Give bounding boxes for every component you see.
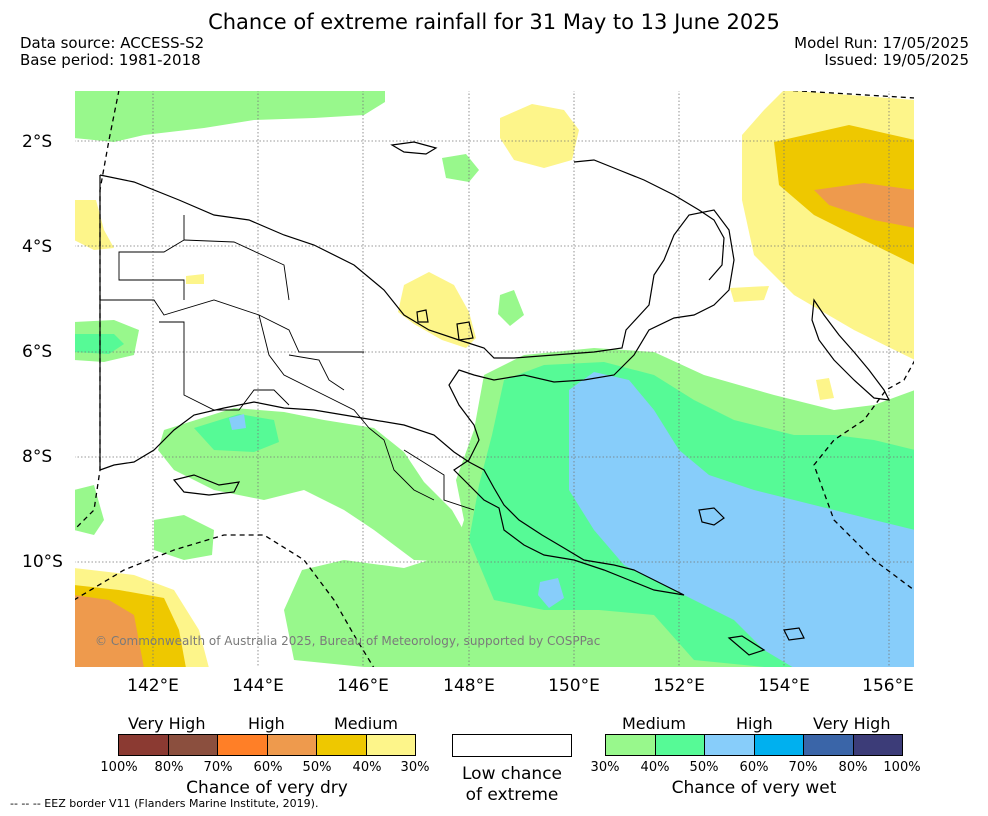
dry-region-east-dot: [816, 378, 834, 400]
dry-swatch-6: [366, 734, 416, 756]
wet-legend-title: Chance of very wet: [671, 778, 837, 798]
dry-swatch-2: [168, 734, 218, 756]
wet-tick-30: 30%: [590, 760, 620, 775]
wet-swatch-6: [853, 734, 903, 756]
eez-borders: [74, 90, 915, 668]
dry-swatch-3: [217, 734, 268, 756]
eez-footnote: -- -- -- EEZ border V11 (Flanders Marine…: [10, 797, 319, 810]
lon-label-148e: 148°E: [443, 676, 495, 696]
lon-label-154e: 154°E: [758, 676, 810, 696]
dry-region-north: [500, 104, 579, 168]
wet-region-south-east-high: [569, 372, 915, 668]
wet-tick-60: 60%: [739, 760, 769, 775]
dry-region-east-small: [730, 286, 769, 302]
dry-tick-100: 100%: [100, 760, 138, 775]
dry-tick-70: 70%: [203, 760, 233, 775]
wet-region-islands: [442, 154, 479, 182]
rainfall-map: [74, 90, 915, 668]
map-title: Chance of extreme rainfall for 31 May to…: [208, 10, 780, 34]
dry-region-west: [74, 200, 114, 250]
dry-swatch-4: [267, 734, 317, 756]
dry-region-south-west-high: [74, 595, 144, 668]
lon-label-156e: 156°E: [862, 676, 914, 696]
lat-label-6s: 6°S: [22, 342, 53, 362]
lat-label-8s: 8°S: [22, 447, 53, 467]
dry-region-central: [398, 272, 476, 348]
wet-swatch-4: [754, 734, 804, 756]
wet-region-central: [498, 290, 524, 326]
wet-region-gulf: [154, 515, 214, 560]
lon-label-146e: 146°E: [337, 676, 389, 696]
wet-region-west-inner: [74, 334, 124, 354]
base-period: Base period: 1981-2018: [20, 51, 201, 69]
dry-tick-80: 80%: [154, 760, 184, 775]
wet-tick-50: 50%: [689, 760, 719, 775]
wet-colorbar: [605, 734, 903, 757]
issued-date: Issued: 19/05/2025: [824, 51, 969, 69]
low-chance-label: Low chance of extreme: [432, 764, 592, 806]
dry-cat-high: High: [248, 714, 285, 733]
wet-cat-medium: Medium: [622, 714, 686, 733]
dry-cat-medium: Medium: [334, 714, 398, 733]
copyright-notice: © Commonwealth of Australia 2025, Bureau…: [95, 634, 601, 648]
lat-label-4s: 4°S: [22, 237, 53, 257]
dry-colorbar: [118, 734, 416, 757]
lat-label-10s: 10°S: [22, 552, 63, 572]
wet-cat-very-high: Very High: [813, 714, 891, 733]
dry-legend-title: Chance of very dry: [186, 778, 348, 798]
model-run: Model Run: 17/05/2025: [794, 34, 969, 52]
wet-tick-40: 40%: [640, 760, 670, 775]
wet-swatch-5: [803, 734, 854, 756]
wet-tick-100: 100%: [883, 760, 921, 775]
wet-cat-high: High: [736, 714, 773, 733]
dry-region-north-east-high: [814, 183, 915, 228]
low-chance-line-1: Low chance: [462, 764, 562, 784]
province-borders: [100, 215, 475, 511]
lon-label-150e: 150°E: [548, 676, 600, 696]
wet-swatch-2: [655, 734, 705, 756]
low-chance-swatch: [452, 734, 572, 757]
run-info: Model Run: 17/05/2025 Issued: 19/05/2025: [794, 35, 969, 69]
wet-tick-70: 70%: [788, 760, 818, 775]
dry-tick-50: 50%: [302, 760, 332, 775]
low-chance-line-2: of extreme: [465, 785, 559, 805]
source-info: Data source: ACCESS-S2 Base period: 1981…: [20, 35, 204, 69]
data-source: Data source: ACCESS-S2: [20, 34, 205, 52]
dry-tick-40: 40%: [352, 760, 382, 775]
dry-tick-30: 30%: [400, 760, 430, 775]
wet-region-png-south-dot: [229, 414, 246, 430]
lon-label-152e: 152°E: [653, 676, 705, 696]
dry-swatch-5: [316, 734, 367, 756]
wet-tick-80: 80%: [838, 760, 868, 775]
dry-region-small: [186, 274, 204, 284]
lon-label-142e: 142°E: [127, 676, 179, 696]
dry-swatch-1: [118, 734, 169, 756]
dry-cat-very-high: Very High: [128, 714, 206, 733]
lat-label-2s: 2°S: [22, 132, 53, 152]
wet-region-small-high: [538, 578, 564, 608]
lon-label-144e: 144°E: [232, 676, 284, 696]
wet-region-north-west: [74, 90, 385, 142]
graticule: [74, 90, 915, 668]
wet-swatch-3: [704, 734, 755, 756]
wet-swatch-1: [605, 734, 656, 756]
dry-tick-60: 60%: [253, 760, 283, 775]
